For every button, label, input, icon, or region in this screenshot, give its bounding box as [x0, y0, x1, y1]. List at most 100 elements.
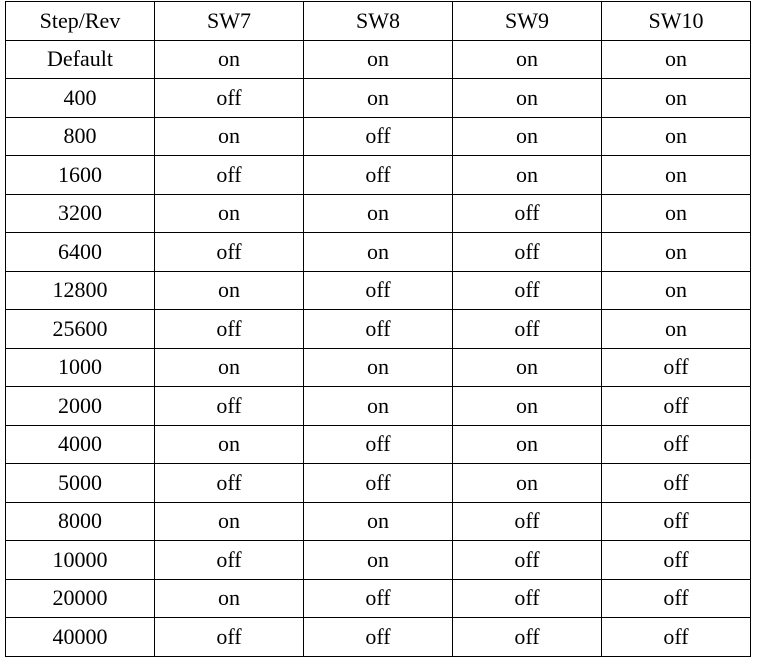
- switch-state-cell: off: [154, 617, 304, 657]
- switch-state-cell: off: [601, 617, 751, 657]
- table-row: 8000 on on off off: [5, 501, 751, 541]
- switch-state-cell: on: [452, 463, 602, 503]
- switch-state-cell: off: [154, 155, 304, 195]
- switch-state-cell: on: [154, 116, 304, 156]
- step-rev-cell: 1000: [5, 347, 155, 387]
- step-rev-cell: 40000: [5, 617, 155, 657]
- switch-state-cell: on: [154, 578, 304, 618]
- column-header: SW10: [601, 1, 751, 41]
- switch-state-cell: off: [154, 386, 304, 426]
- switch-state-cell: on: [303, 232, 453, 272]
- switch-state-cell: off: [601, 424, 751, 464]
- switch-state-cell: off: [601, 347, 751, 387]
- switch-state-cell: off: [452, 270, 602, 310]
- step-rev-cell: Default: [5, 39, 155, 79]
- table-row: 2000 off on on off: [5, 386, 751, 426]
- switch-state-cell: off: [154, 309, 304, 349]
- table-row: 40000 off off off off: [5, 617, 751, 657]
- switch-state-cell: off: [452, 193, 602, 233]
- switch-state-cell: off: [601, 501, 751, 541]
- table-row: 3200 on on off on: [5, 193, 751, 233]
- switch-state-cell: off: [452, 540, 602, 580]
- step-rev-cell: 2000: [5, 386, 155, 426]
- switch-state-cell: on: [303, 347, 453, 387]
- switch-state-cell: off: [303, 116, 453, 156]
- table-row: 800 on off on on: [5, 116, 751, 156]
- switch-state-cell: off: [601, 578, 751, 618]
- switch-state-cell: off: [303, 424, 453, 464]
- switch-state-cell: on: [452, 347, 602, 387]
- table-row: 400 off on on on: [5, 78, 751, 118]
- switch-state-cell: off: [452, 232, 602, 272]
- switch-state-cell: off: [303, 155, 453, 195]
- step-rev-cell: 12800: [5, 270, 155, 310]
- header-row: Step/Rev SW7 SW8 SW9 SW10: [5, 1, 751, 41]
- step-rev-cell: 4000: [5, 424, 155, 464]
- table-row: 25600 off off off on: [5, 309, 751, 349]
- table-row: 6400 off on off on: [5, 232, 751, 272]
- switch-state-cell: off: [154, 78, 304, 118]
- step-rev-cell: 10000: [5, 540, 155, 580]
- table-row: 12800 on off off on: [5, 270, 751, 310]
- table-row: 20000 on off off off: [5, 578, 751, 618]
- column-header: SW7: [154, 1, 304, 41]
- switch-state-cell: off: [303, 309, 453, 349]
- switch-state-cell: off: [154, 232, 304, 272]
- switch-state-cell: on: [601, 116, 751, 156]
- switch-state-cell: on: [303, 501, 453, 541]
- switch-state-cell: on: [601, 270, 751, 310]
- switch-state-cell: on: [154, 39, 304, 79]
- column-header: Step/Rev: [5, 1, 155, 41]
- switch-state-cell: on: [452, 424, 602, 464]
- switch-state-cell: off: [303, 463, 453, 503]
- switch-state-cell: off: [601, 540, 751, 580]
- table-row: 5000 off off on off: [5, 463, 751, 503]
- switch-state-cell: on: [303, 39, 453, 79]
- switch-state-cell: on: [154, 193, 304, 233]
- step-rev-cell: 1600: [5, 155, 155, 195]
- switch-state-cell: on: [303, 193, 453, 233]
- table-row: Default on on on on: [5, 39, 751, 79]
- switch-state-cell: off: [303, 578, 453, 618]
- switch-state-cell: on: [303, 386, 453, 426]
- switch-settings-table: Step/Rev SW7 SW8 SW9 SW10 Default on on on on 400…: [5, 1, 751, 657]
- step-rev-cell: 3200: [5, 193, 155, 233]
- step-rev-cell: 400: [5, 78, 155, 118]
- switch-state-cell: on: [452, 155, 602, 195]
- switch-state-cell: on: [154, 424, 304, 464]
- switch-state-cell: on: [154, 347, 304, 387]
- table-row: 10000 off on off off: [5, 540, 751, 580]
- step-rev-cell: 800: [5, 116, 155, 156]
- switch-state-cell: on: [452, 39, 602, 79]
- switch-state-cell: on: [452, 386, 602, 426]
- switch-state-cell: off: [154, 463, 304, 503]
- switch-state-cell: on: [303, 78, 453, 118]
- switch-state-cell: on: [601, 155, 751, 195]
- step-rev-cell: 20000: [5, 578, 155, 618]
- switch-state-cell: off: [601, 463, 751, 503]
- switch-state-cell: off: [303, 270, 453, 310]
- switch-state-cell: on: [452, 116, 602, 156]
- table-row: 1000 on on on off: [5, 347, 751, 387]
- switch-state-cell: on: [601, 39, 751, 79]
- switch-state-cell: on: [601, 232, 751, 272]
- switch-state-cell: off: [154, 540, 304, 580]
- switch-state-cell: on: [154, 501, 304, 541]
- switch-state-cell: off: [452, 501, 602, 541]
- switch-state-cell: on: [601, 78, 751, 118]
- switch-state-cell: on: [303, 540, 453, 580]
- switch-state-cell: on: [601, 309, 751, 349]
- table-row: 1600 off off on on: [5, 155, 751, 195]
- switch-state-cell: off: [303, 617, 453, 657]
- step-rev-cell: 6400: [5, 232, 155, 272]
- switch-state-cell: off: [452, 309, 602, 349]
- switch-state-cell: off: [601, 386, 751, 426]
- switch-state-cell: off: [452, 578, 602, 618]
- step-rev-cell: 25600: [5, 309, 155, 349]
- table-row: 4000 on off on off: [5, 424, 751, 464]
- step-rev-cell: 5000: [5, 463, 155, 503]
- switch-state-cell: on: [154, 270, 304, 310]
- switch-state-cell: on: [601, 193, 751, 233]
- step-rev-cell: 8000: [5, 501, 155, 541]
- column-header: SW9: [452, 1, 602, 41]
